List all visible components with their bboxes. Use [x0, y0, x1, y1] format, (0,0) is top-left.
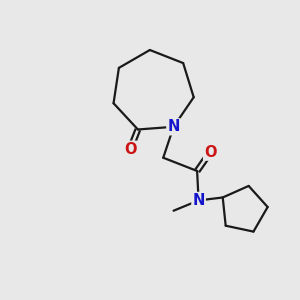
- Text: N: N: [167, 119, 180, 134]
- Text: O: O: [204, 145, 217, 160]
- Text: N: N: [192, 193, 205, 208]
- Text: O: O: [124, 142, 136, 157]
